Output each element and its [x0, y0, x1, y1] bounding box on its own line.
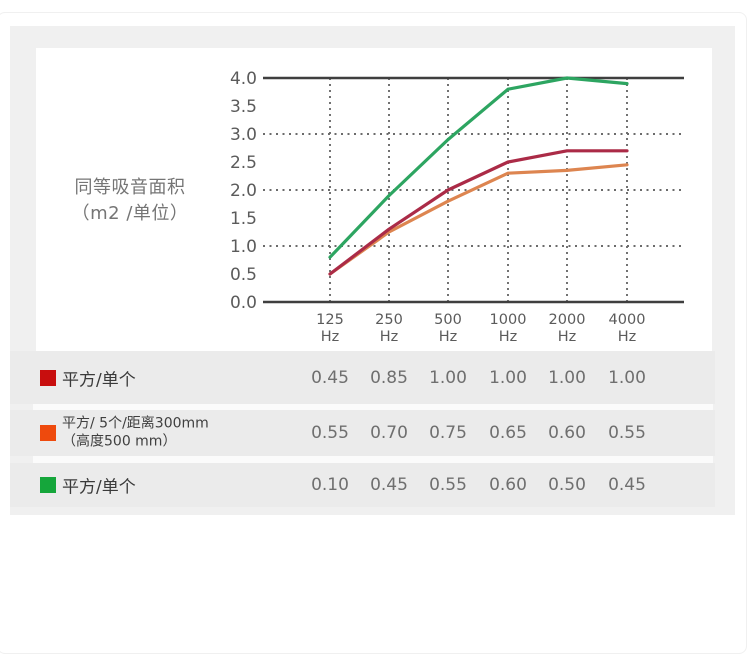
x-tick-label-freq: 2000 [549, 312, 586, 328]
y-tick-label: 2.0 [230, 181, 257, 201]
series-color-swatch [40, 369, 56, 386]
value-cell: 1.00 [429, 367, 467, 388]
x-tick-label-freq: 4000 [609, 312, 646, 328]
row-divider [33, 404, 713, 410]
series-label: 平方/单个 [62, 370, 136, 390]
series-line-2 [328, 76, 629, 259]
x-tick-label-unit: Hz [558, 329, 577, 345]
x-tick-label-unit: Hz [321, 329, 340, 345]
value-cell: 0.45 [608, 475, 646, 495]
legend-row: 平方/单个 0.45 0.85 1.00 1.00 1.00 1.00 [10, 351, 715, 404]
y-tick-label: 0.0 [230, 293, 257, 313]
y-axis-label-line2: （m2 /单位） [71, 202, 189, 224]
x-tick-label-unit: Hz [439, 329, 458, 345]
value-cell: 0.55 [608, 423, 646, 443]
value-cell: 0.50 [548, 475, 586, 495]
y-axis-label-line1: 同等吸音面积 [74, 177, 186, 198]
value-cell: 0.45 [311, 367, 349, 388]
x-tick-label-unit: Hz [618, 329, 637, 345]
series-label: 平方/ 5个/距离300mm （高度500 mm） [62, 415, 209, 450]
series-line-1 [328, 163, 629, 276]
y-tick-label: 3.5 [230, 97, 257, 117]
series-label-line2: （高度500 mm） [62, 434, 177, 450]
value-cell: 0.55 [311, 423, 349, 443]
value-cell: 0.55 [429, 475, 467, 495]
absorption-line-chart: 4.03.53.02.52.01.51.00.50.0125Hz250Hz500… [230, 69, 684, 345]
value-cell: 0.70 [370, 423, 408, 443]
value-cell: 1.00 [489, 367, 527, 388]
value-cell: 0.10 [311, 475, 349, 495]
y-tick-label: 1.5 [230, 209, 257, 229]
x-tick-label-freq: 250 [375, 312, 403, 328]
y-tick-label: 2.5 [230, 153, 257, 173]
y-tick-label: 4.0 [230, 69, 257, 89]
value-cell: 0.85 [370, 367, 408, 388]
row-divider [33, 456, 713, 463]
series-color-swatch [40, 477, 56, 493]
y-axis-label: 同等吸音面积 （m2 /单位） [38, 175, 222, 226]
series-line-0 [328, 149, 629, 276]
value-cell: 0.75 [429, 423, 467, 443]
series-color-swatch [40, 425, 56, 441]
y-tick-label: 1.0 [230, 237, 257, 257]
series-label: 平方/单个 [62, 477, 136, 498]
value-cell: 1.00 [608, 367, 646, 388]
legend-row: 平方/单个 0.10 0.45 0.55 0.60 0.50 0.45 [10, 463, 715, 507]
chart-panel [36, 48, 712, 351]
x-tick-label-freq: 125 [316, 312, 344, 328]
y-tick-label: 3.0 [230, 125, 257, 145]
value-cell: 0.60 [548, 423, 586, 443]
value-cell: 0.60 [489, 475, 527, 495]
value-cell: 1.00 [548, 367, 586, 388]
x-tick-label-unit: Hz [499, 329, 518, 345]
x-tick-label-unit: Hz [380, 329, 399, 345]
value-cell: 0.65 [489, 423, 527, 443]
x-tick-label-freq: 500 [434, 312, 462, 328]
y-tick-label: 0.5 [230, 265, 257, 285]
value-cell: 0.45 [370, 475, 408, 495]
legend-row: 平方/ 5个/距离300mm （高度500 mm） 0.55 0.70 0.75 0.65… [10, 410, 715, 456]
x-tick-label-freq: 1000 [490, 312, 527, 328]
